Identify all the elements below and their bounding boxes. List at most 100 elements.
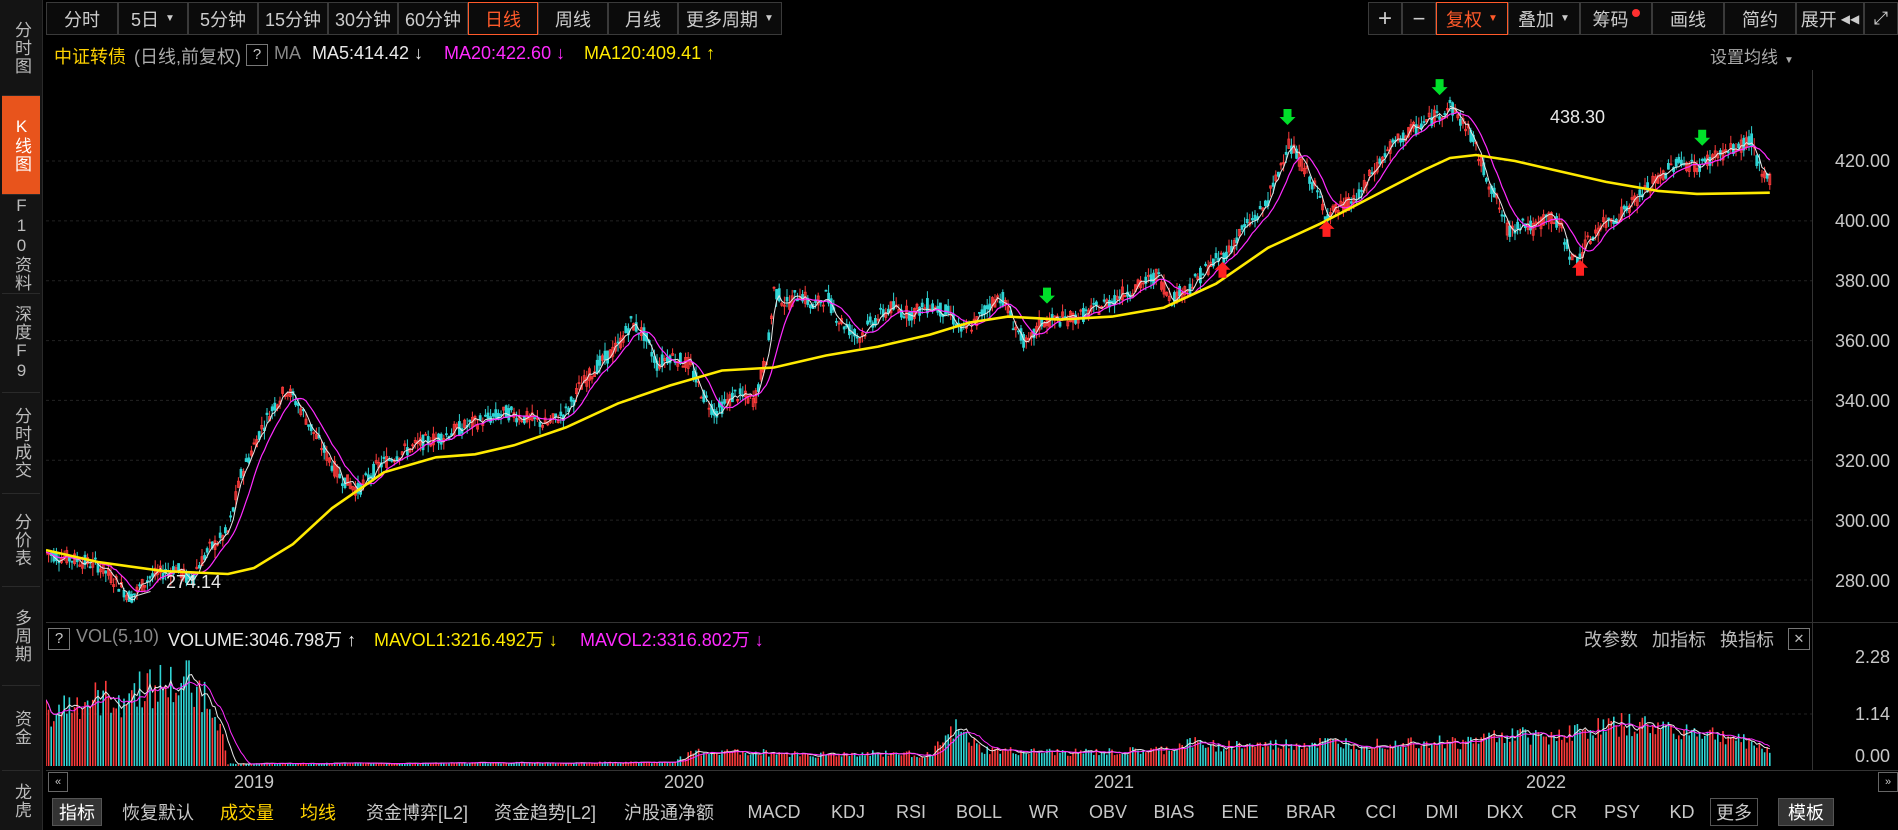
- close-icon[interactable]: ✕: [1788, 628, 1810, 650]
- add-indicator-link[interactable]: 加指标: [1652, 630, 1706, 650]
- volume-bar: [697, 748, 700, 766]
- candle-body: [1152, 272, 1155, 285]
- overlay-button[interactable]: 叠加 ▼: [1508, 2, 1580, 35]
- indicator-wr[interactable]: WR: [1029, 801, 1059, 822]
- tab-multi-period[interactable]: 多周期: [2, 587, 40, 686]
- volume-bar: [794, 751, 796, 766]
- volume-bar: [1516, 730, 1519, 766]
- candle-body: [395, 456, 399, 461]
- indicator-fund-game[interactable]: 资金博弈[L2]: [365, 803, 469, 823]
- indicator-fund-trend[interactable]: 资金趋势[L2]: [493, 803, 597, 823]
- volume-bar: [1566, 742, 1568, 766]
- indicator-kdj[interactable]: KDJ: [830, 801, 865, 822]
- candle-body: [1308, 176, 1311, 184]
- indicator-brar[interactable]: BRAR: [1285, 801, 1336, 822]
- candle-body: [1485, 178, 1488, 182]
- zoom-out-button[interactable]: −: [1402, 2, 1436, 35]
- volume-bar: [781, 753, 783, 766]
- period-30min[interactable]: 30分钟: [328, 2, 398, 35]
- period-intraday[interactable]: 分时: [46, 2, 118, 35]
- tab-funds[interactable]: 资金: [2, 686, 40, 771]
- indicator-volume[interactable]: 成交量: [220, 803, 274, 823]
- candle-body: [294, 401, 298, 406]
- indicator-obv[interactable]: OBV: [1088, 801, 1127, 822]
- restore-default-button[interactable]: 恢复默认: [122, 803, 194, 823]
- volume-bar: [770, 752, 773, 766]
- volume-bar: [757, 755, 760, 766]
- volume-bar: [1425, 741, 1428, 766]
- simple-mode-button[interactable]: 简约: [1724, 2, 1796, 35]
- volume-bar: [713, 752, 715, 766]
- volume-chart[interactable]: [46, 650, 1812, 768]
- fullscreen-button[interactable]: ⤢: [1864, 2, 1898, 35]
- indicator-dmi[interactable]: DMI: [1425, 801, 1459, 822]
- indicator-northbound[interactable]: 沪股通净额: [624, 803, 714, 823]
- volume-bar: [255, 763, 258, 766]
- more-indicators-button[interactable]: 更多: [1710, 798, 1758, 826]
- tab-price-table[interactable]: 分价表: [2, 494, 40, 587]
- adjust-rights-button[interactable]: 复权 ▼: [1436, 2, 1508, 35]
- mavol1-text: MAVOL1:3216.492万: [374, 630, 544, 650]
- candle-body: [1284, 151, 1288, 155]
- period-5day[interactable]: 5日 ▼: [118, 2, 188, 35]
- indicator-psy[interactable]: PSY: [1603, 801, 1641, 822]
- candle-body: [575, 388, 578, 394]
- indicator-bias[interactable]: BIAS: [1153, 801, 1195, 822]
- tab-depth-f9[interactable]: 深度F9: [2, 294, 40, 393]
- candle-body: [1638, 189, 1642, 196]
- template-button[interactable]: 模板: [1778, 798, 1834, 826]
- volume-bar: [1464, 741, 1467, 766]
- indicator-dkx[interactable]: DKX: [1486, 801, 1524, 822]
- volume-bar: [357, 763, 359, 766]
- indicator-boll[interactable]: BOLL: [955, 801, 1003, 822]
- scroll-left-icon[interactable]: «: [48, 772, 68, 792]
- indicator-cr[interactable]: CR: [1551, 801, 1577, 822]
- indicator-rsi[interactable]: RSI: [895, 801, 926, 822]
- candle-body: [146, 580, 149, 583]
- switch-indicator-link[interactable]: 换指标: [1720, 630, 1774, 650]
- scroll-right-icon[interactable]: »: [1878, 772, 1898, 792]
- period-more[interactable]: 更多周期 ▼: [678, 2, 782, 35]
- indicator-tab[interactable]: 指标: [52, 798, 102, 826]
- period-15min[interactable]: 15分钟: [258, 2, 328, 35]
- volume-bar: [1485, 738, 1488, 766]
- candle-body: [1417, 125, 1421, 128]
- tab-f10[interactable]: F10资料: [2, 195, 40, 294]
- expand-button[interactable]: 展开 ◀◀: [1796, 2, 1864, 35]
- draw-line-button[interactable]: 画线: [1652, 2, 1724, 35]
- tab-tick-trades[interactable]: 分时成交: [2, 393, 40, 494]
- price-chart[interactable]: [46, 70, 1812, 620]
- vol-help-icon[interactable]: ?: [48, 628, 70, 650]
- x-tick-label: 2020: [664, 772, 705, 792]
- period-weekly[interactable]: 周线: [538, 2, 608, 35]
- period-daily[interactable]: 日线: [468, 2, 538, 35]
- indicator-macd[interactable]: MACD: [747, 801, 801, 822]
- volume-bar: [380, 762, 383, 766]
- ma-settings-button[interactable]: 设置均线 ▼: [1710, 43, 1794, 68]
- change-params-link[interactable]: 改参数: [1584, 630, 1638, 650]
- volume-bar: [1496, 742, 1498, 766]
- volume-bar: [222, 734, 224, 766]
- volume-bar: [229, 763, 232, 766]
- help-icon[interactable]: ?: [246, 44, 268, 66]
- volume-bar: [378, 763, 380, 766]
- indicator-ma[interactable]: 均线: [300, 803, 336, 823]
- volume-bar: [570, 763, 572, 766]
- volume-bar: [1753, 745, 1755, 766]
- period-monthly[interactable]: 月线: [608, 2, 678, 35]
- candle-body: [463, 419, 467, 428]
- candle-body: [827, 292, 830, 304]
- period-60min[interactable]: 60分钟: [398, 2, 468, 35]
- zoom-in-button[interactable]: +: [1368, 2, 1402, 35]
- candle-body: [483, 414, 487, 417]
- chips-button[interactable]: 筹码: [1580, 2, 1652, 35]
- period-5min[interactable]: 5分钟: [188, 2, 258, 35]
- volume-bar: [1724, 744, 1727, 766]
- indicator-kd[interactable]: KD: [1669, 801, 1695, 822]
- indicator-ene[interactable]: ENE: [1221, 801, 1259, 822]
- tab-dragon-tiger[interactable]: 龙虎: [12, 782, 31, 819]
- tab-intraday[interactable]: 分时图: [2, 0, 40, 96]
- tab-kline[interactable]: K线图: [2, 96, 40, 195]
- indicator-cci[interactable]: CCI: [1365, 801, 1397, 822]
- volume-bar: [1571, 740, 1573, 766]
